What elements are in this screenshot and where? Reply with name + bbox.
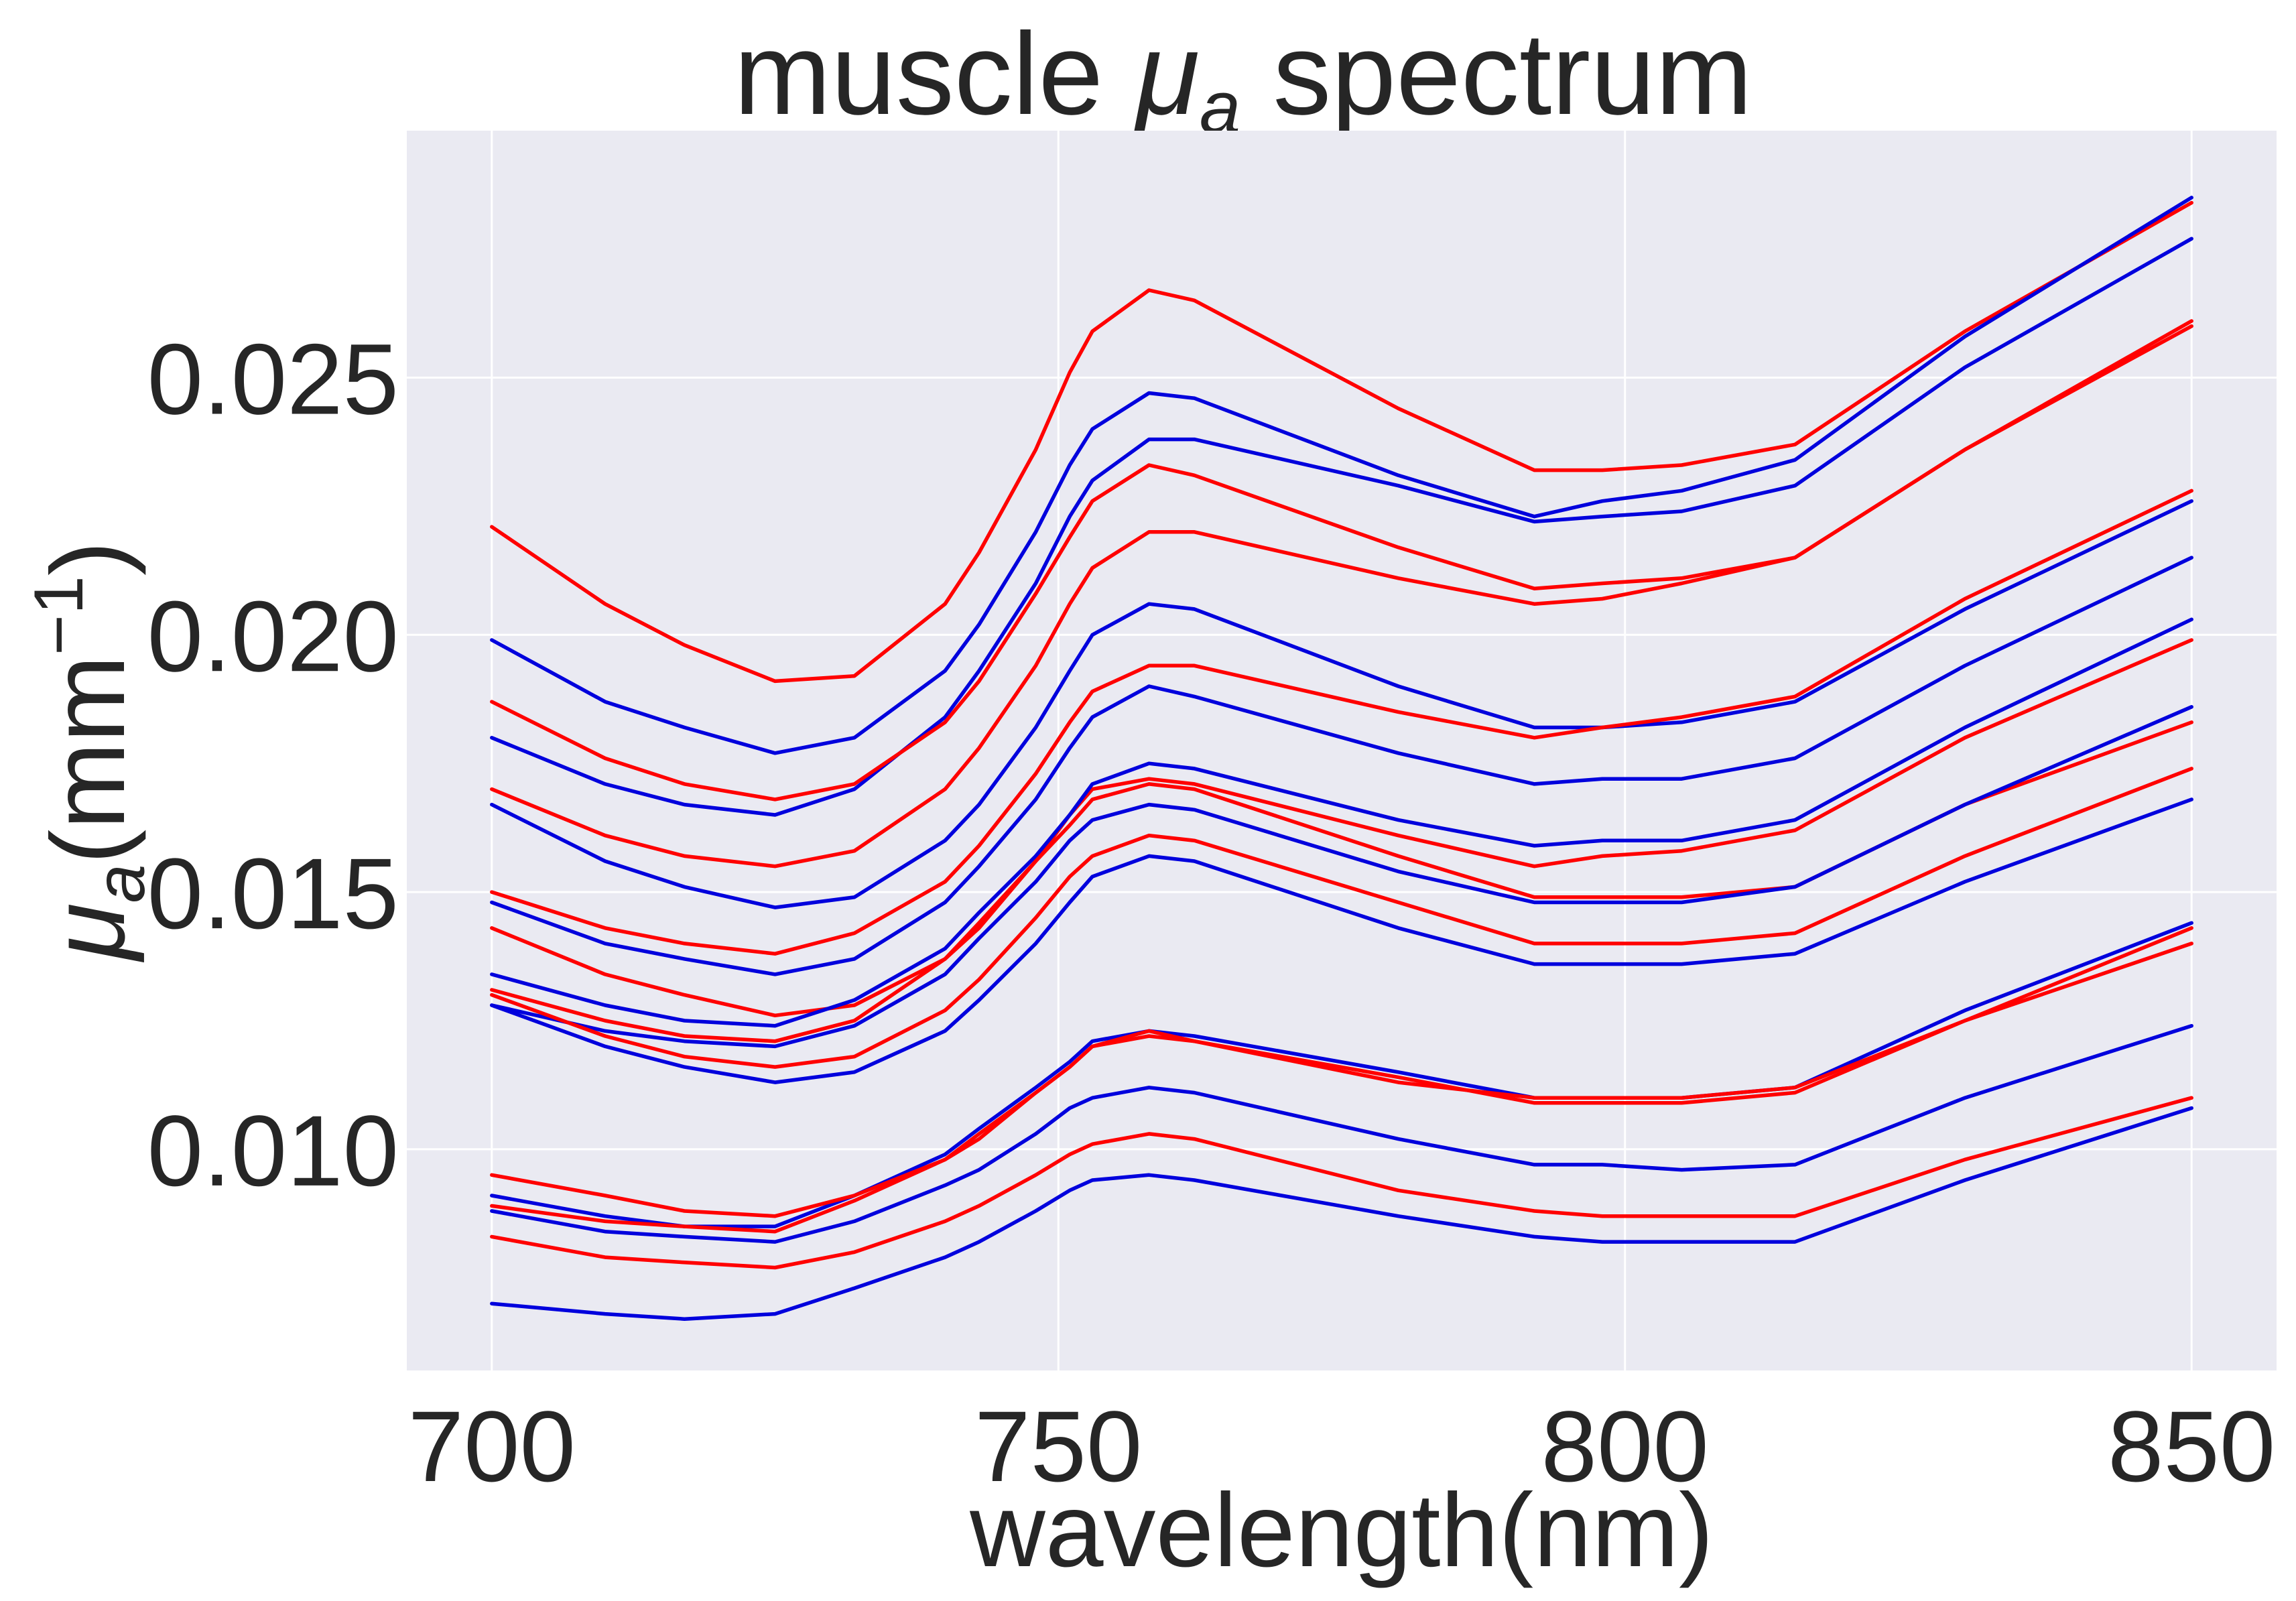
series-line-red-17: [490, 942, 2193, 1218]
series-line-red-19: [490, 1096, 2193, 1270]
title-mu-symbol: μ: [1133, 8, 1200, 139]
series-line-blue-12: [490, 705, 2193, 1049]
series-line-blue-6: [490, 499, 2193, 909]
y-axis-label: μa(mm−1): [20, 541, 160, 963]
series-line-blue-10: [490, 617, 2193, 1028]
ylabel-subscript: a: [82, 864, 160, 903]
x-tick-label: 750: [974, 1390, 1142, 1502]
y-tick-label: 0.015: [147, 837, 399, 950]
y-tick-label: 0.020: [147, 580, 399, 692]
tick-labels: 700 750 800 850 0.010 0.015 0.020 0.025: [147, 322, 2276, 1502]
ylabel-close: ): [30, 541, 147, 576]
series-line-blue-2: [490, 196, 2193, 755]
series-line-red-1: [490, 200, 2193, 684]
ylabel-mu-symbol: μ: [30, 903, 147, 962]
ylabel-superscript: −1: [20, 576, 98, 655]
series-line-red-7: [490, 489, 2193, 956]
title-prefix: muscle: [734, 8, 1135, 139]
x-tick-label: 800: [1541, 1390, 1709, 1502]
series-line-red-5: [490, 319, 2193, 869]
series-line-red-4: [490, 324, 2193, 802]
y-tick-label: 0.025: [147, 322, 399, 435]
x-axis-label: wavelength(nm): [969, 1472, 1714, 1589]
series-line-blue-3: [490, 237, 2193, 817]
series-line-blue-14: [490, 797, 2193, 1084]
x-tick-label: 850: [2108, 1390, 2275, 1502]
title-suffix: spectrum: [1240, 8, 1752, 139]
series-line-blue-8: [490, 556, 2193, 976]
x-tick-label: 700: [408, 1390, 576, 1502]
series-line-blue-20: [490, 1106, 2193, 1321]
series-line-red-11: [490, 720, 2193, 1043]
y-tick-label: 0.010: [147, 1094, 399, 1207]
series-line-red-13: [490, 767, 2193, 1069]
series-lines: [490, 196, 2193, 1321]
chart-title: muscle μa spectrum: [734, 8, 1752, 149]
series-line-blue-18: [490, 1023, 2193, 1244]
series-line-red-9: [490, 638, 2193, 1018]
ylabel-open: (mm: [30, 655, 147, 864]
